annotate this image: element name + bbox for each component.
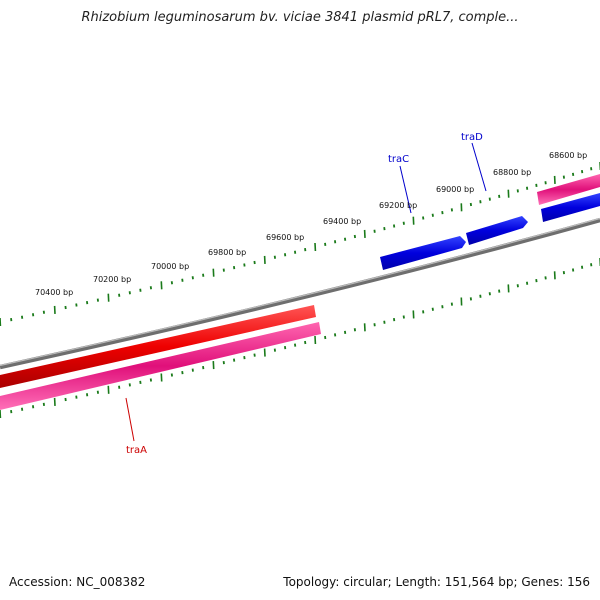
ruler-label: 69600 bp [266,233,304,242]
plasmid-backbone [0,217,600,370]
ruler-label: 70000 bp [151,262,189,271]
inner-tick-ruler [0,258,600,419]
ruler-label: 70200 bp [93,275,131,284]
right-blue-block[interactable] [541,193,600,222]
summary-text: Topology: circular; Length: 151,564 bp; … [283,575,590,589]
ruler-label: 69400 bp [323,217,361,226]
traD-leader-line [471,142,487,192]
traD-gene-arrow[interactable] [466,216,528,245]
ruler-label: 68600 bp [549,151,587,160]
traC-leader-line [399,165,412,214]
backbone-highlight [0,217,600,367]
gene-label-traA[interactable]: traA [126,445,147,456]
outer-tick-ruler [0,162,600,327]
ruler-label: 69800 bp [208,248,246,257]
ruler-label: 68800 bp [493,168,531,177]
map-title: Rhizobium leguminosarum bv. viciae 3841 … [81,10,519,25]
gene-label-traD[interactable]: traD [461,132,483,143]
right-pink-block[interactable] [537,174,600,205]
traA-leader-line [125,397,135,442]
accession-text: Accession: NC_008382 [9,575,146,589]
gene-label-traC[interactable]: traC [388,154,409,165]
traA-reverse-block[interactable] [0,322,321,410]
ruler-label: 69200 bp [379,201,417,210]
ruler-label: 70400 bp [35,288,73,297]
ruler-label: 69000 bp [436,185,474,194]
traC-gene-arrow[interactable] [380,236,466,270]
traA-forward-block[interactable] [0,305,316,388]
